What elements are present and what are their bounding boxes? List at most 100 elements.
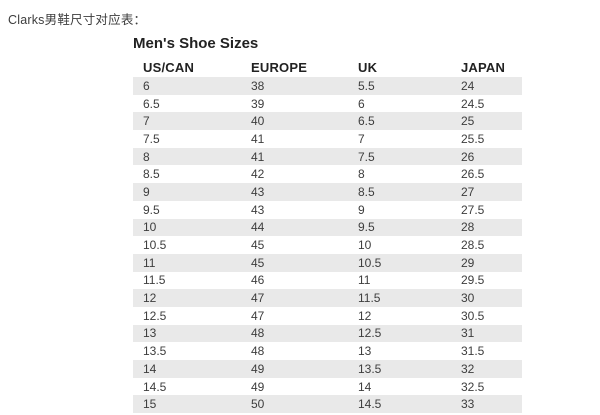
table-row: 13.5 48 13 31.5 xyxy=(133,342,522,360)
size-cell: 49 xyxy=(251,361,265,376)
size-cell: 28 xyxy=(461,220,475,235)
table-header: US/CAN EUROPE UK JAPAN xyxy=(133,58,522,77)
table-row: 8.5 42 8 26.5 xyxy=(133,165,522,183)
size-cell: 6.5 xyxy=(358,114,375,129)
size-cell: 10 xyxy=(358,238,372,253)
size-cell: 40 xyxy=(251,114,265,129)
size-cell: 28.5 xyxy=(461,238,485,253)
size-cell: 30.5 xyxy=(461,308,485,323)
table-row: 10 44 9.5 28 xyxy=(133,218,522,237)
size-cell: 26 xyxy=(461,149,475,164)
size-cell: 48 xyxy=(251,326,265,341)
size-cell: 38 xyxy=(251,78,265,93)
size-cell: 5.5 xyxy=(358,78,375,93)
size-cell: 6 xyxy=(358,96,365,111)
table-row: 9.5 43 9 27.5 xyxy=(133,201,522,219)
size-cell: 9.5 xyxy=(143,202,160,217)
page-caption: Clarks男鞋尺寸对应表： xyxy=(8,13,147,27)
size-cell: 29.5 xyxy=(461,273,485,288)
size-cell: 9 xyxy=(358,202,365,217)
size-cell: 49 xyxy=(251,379,265,394)
size-cell: 14 xyxy=(143,361,157,376)
size-cell: 46 xyxy=(251,273,265,288)
size-cell: 6 xyxy=(143,78,150,93)
size-cell: 41 xyxy=(251,131,265,146)
size-cell: 31.5 xyxy=(461,344,485,359)
size-cell: 42 xyxy=(251,167,265,182)
size-cell: 9 xyxy=(143,184,150,199)
size-cell: 39 xyxy=(251,96,265,111)
table-row: 11 45 10.5 29 xyxy=(133,253,522,272)
size-cell: 43 xyxy=(251,184,265,199)
size-cell: 8.5 xyxy=(358,184,375,199)
size-cell: 14.5 xyxy=(358,397,382,412)
size-cell: 7 xyxy=(143,114,150,129)
table-row: 9 43 8.5 27 xyxy=(133,183,522,201)
size-cell: 13.5 xyxy=(143,344,167,359)
header-row: US/CAN EUROPE UK JAPAN xyxy=(133,58,522,77)
size-cell: 10.5 xyxy=(358,255,382,270)
column-header-japan: JAPAN xyxy=(461,60,506,75)
shoe-size-table-section: Men's Shoe Sizes US/CAN EUROPE UK JAPAN … xyxy=(133,35,522,414)
table-title: Men's Shoe Sizes xyxy=(133,35,259,52)
size-cell: 26.5 xyxy=(461,167,485,182)
size-cell: 15 xyxy=(143,397,157,412)
table-row: 6.5 39 6 24.5 xyxy=(133,95,522,113)
size-cell: 33 xyxy=(461,397,475,412)
size-cell: 7 xyxy=(358,131,365,146)
size-cell: 12.5 xyxy=(358,326,382,341)
size-cell: 8 xyxy=(143,149,150,164)
size-cell: 27 xyxy=(461,184,475,199)
table-row: 13 48 12.5 31 xyxy=(133,324,522,343)
size-cell: 8 xyxy=(358,167,365,182)
table-row: 7 40 6.5 25 xyxy=(133,112,522,131)
size-cell: 6.5 xyxy=(143,96,160,111)
table-row: 14 49 13.5 32 xyxy=(133,360,522,378)
size-cell: 13.5 xyxy=(358,361,382,376)
size-cell: 43 xyxy=(251,202,265,217)
size-cell: 25 xyxy=(461,114,475,129)
size-cell: 11 xyxy=(143,255,156,270)
size-cell: 48 xyxy=(251,344,265,359)
table-row: 6 38 5.5 24 xyxy=(133,77,522,95)
size-cell: 13 xyxy=(358,344,372,359)
size-cell: 29 xyxy=(461,255,475,270)
size-cell: 45 xyxy=(251,255,265,270)
size-cell: 24 xyxy=(461,78,475,93)
table-row: 10.5 45 10 28.5 xyxy=(133,236,522,254)
size-cell: 32.5 xyxy=(461,379,485,394)
shoe-size-table: US/CAN EUROPE UK JAPAN 6 38 5.5 24 6.5 39 6 24.… xyxy=(133,58,522,414)
size-cell: 14 xyxy=(358,379,372,394)
table-row: 12 47 11.5 30 xyxy=(133,289,522,307)
column-header-uk: UK xyxy=(358,60,378,75)
size-table-body: 6 38 5.5 24 6.5 39 6 24.5 7 40 6.5 25 7.5 41 7 25.5 8 41 7… xyxy=(133,77,522,414)
size-cell: 24.5 xyxy=(461,96,485,111)
size-cell: 25.5 xyxy=(461,131,485,146)
table-row: 15 50 14.5 33 xyxy=(133,395,522,414)
size-cell: 44 xyxy=(251,220,265,235)
size-cell: 47 xyxy=(251,308,265,323)
table-row: 14.5 49 14 32.5 xyxy=(133,378,522,396)
table-row: 11.5 46 11 29.5 xyxy=(133,272,522,290)
size-cell: 12 xyxy=(143,291,157,306)
size-cell: 10 xyxy=(143,220,157,235)
size-cell: 7.5 xyxy=(358,149,375,164)
size-cell: 11 xyxy=(358,273,371,288)
size-cell: 7.5 xyxy=(143,131,160,146)
size-cell: 27.5 xyxy=(461,202,485,217)
column-header-europe: EUROPE xyxy=(251,60,308,75)
size-cell: 41 xyxy=(251,149,265,164)
size-cell: 30 xyxy=(461,291,475,306)
size-cell: 50 xyxy=(251,397,265,412)
size-cell: 8.5 xyxy=(143,167,160,182)
size-cell: 31 xyxy=(461,326,475,341)
size-cell: 9.5 xyxy=(358,220,375,235)
size-cell: 12.5 xyxy=(143,308,167,323)
size-cell: 47 xyxy=(251,291,265,306)
column-header-us-can: US/CAN xyxy=(143,60,195,75)
size-cell: 11.5 xyxy=(358,291,381,306)
table-row: 8 41 7.5 26 xyxy=(133,147,522,166)
size-cell: 12 xyxy=(358,308,372,323)
size-cell: 14.5 xyxy=(143,379,167,394)
